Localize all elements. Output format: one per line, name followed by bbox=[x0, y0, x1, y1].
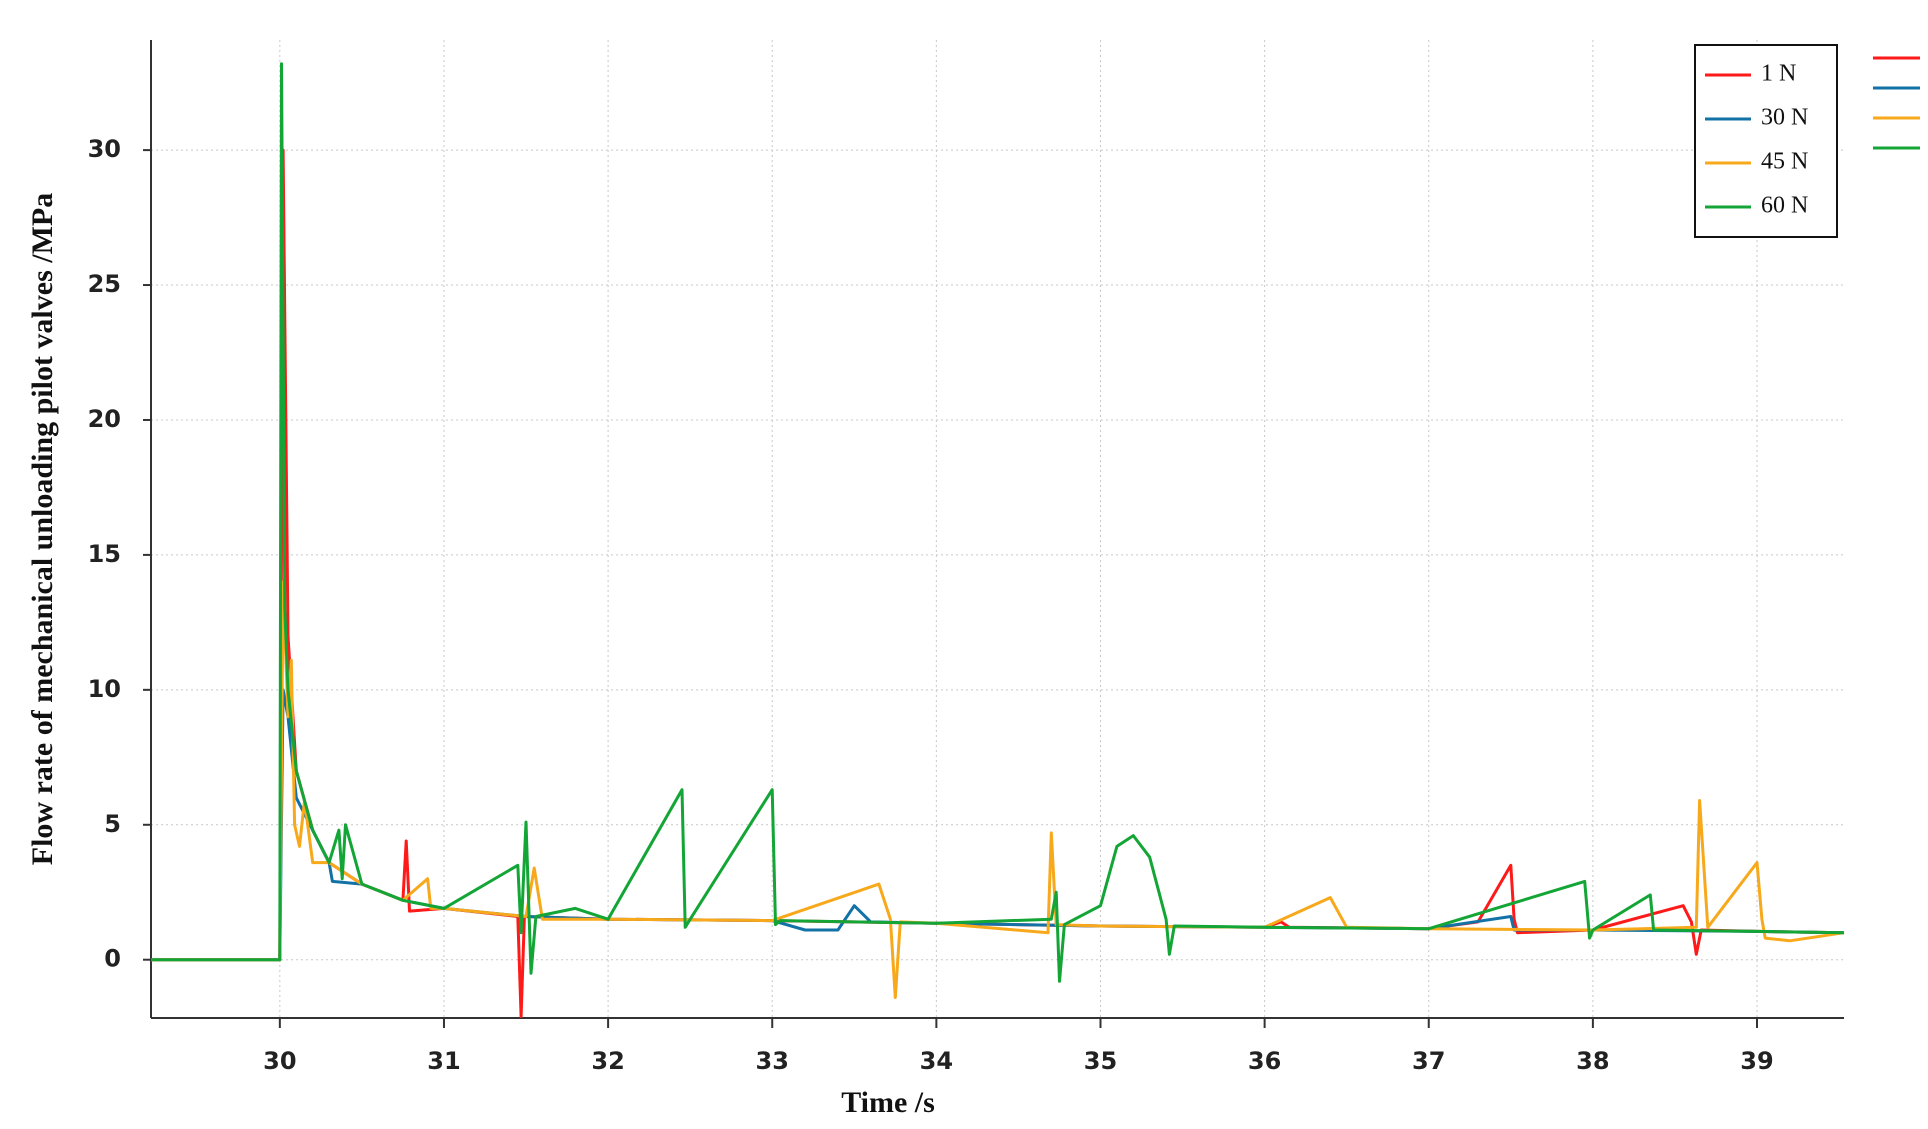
data-line bbox=[151, 62, 1845, 983]
y-axis-title: Flow rate of mechanical unloading pilot … bbox=[26, 193, 59, 865]
y-tick-label: 15 bbox=[88, 540, 121, 568]
x-tick-label: 39 bbox=[1740, 1047, 1773, 1075]
legend-box bbox=[1694, 44, 1838, 238]
x-tick-label: 37 bbox=[1412, 1047, 1445, 1075]
x-tick-label: 31 bbox=[427, 1047, 460, 1075]
legend-label: 30 N bbox=[1761, 105, 1808, 131]
plot-area bbox=[151, 40, 1844, 1018]
x-tick-label: 32 bbox=[591, 1047, 624, 1075]
x-tick-label: 30 bbox=[263, 1047, 296, 1075]
y-tick-label: 10 bbox=[88, 675, 121, 703]
legend-label: 1 N bbox=[1761, 61, 1796, 87]
x-axis-title: Time /s bbox=[841, 1086, 935, 1119]
x-tick-label: 33 bbox=[756, 1047, 789, 1075]
y-tick-label: 25 bbox=[88, 270, 121, 298]
y-tick-label: 20 bbox=[88, 405, 121, 433]
legend-label: 45 N bbox=[1761, 149, 1808, 175]
x-tick-label: 35 bbox=[1084, 1047, 1117, 1075]
y-tick-label: 0 bbox=[104, 945, 121, 973]
data-line bbox=[151, 580, 1845, 999]
y-tick-label: 30 bbox=[88, 135, 121, 163]
x-tick-label: 38 bbox=[1576, 1047, 1609, 1075]
y-tick-label: 5 bbox=[104, 810, 121, 838]
legend-label: 60 N bbox=[1761, 193, 1808, 219]
x-tick-label: 34 bbox=[920, 1047, 953, 1075]
x-tick-label: 36 bbox=[1248, 1047, 1281, 1075]
